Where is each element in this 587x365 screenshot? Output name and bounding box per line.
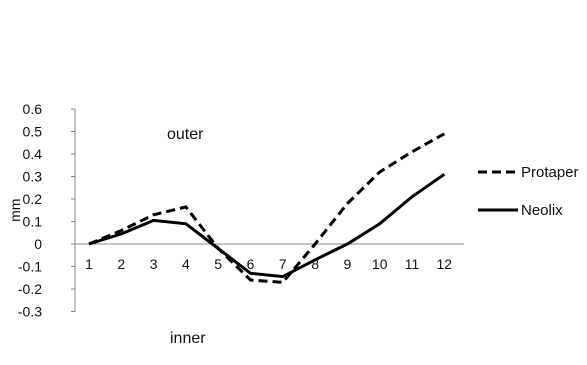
x-tick-label: 8 [311,256,319,272]
x-tick-label: 10 [372,256,388,272]
x-tick-label: 6 [247,256,255,272]
x-tick-label: 9 [344,256,352,272]
y-tick-label: 0 [34,236,42,252]
series-line-neolix [88,173,446,279]
y-tick-label: -0.3 [18,304,42,320]
y-axis: 0.6 0.5 0.4 0.3 0.2 0.1 0 -0.1 -0.2 -0.3 [18,101,76,320]
x-tick-label: 3 [150,256,158,272]
x-tick-label: 5 [214,256,222,272]
y-axis-label: mm [7,199,23,222]
y-tick-label: 0.4 [23,146,43,162]
x-tick-label: 4 [182,256,190,272]
series-lines [88,132,446,284]
annotation-outer: outer [167,126,204,143]
x-tick-label: 12 [437,256,453,272]
y-tick-label: 0.5 [23,124,43,140]
y-tick-label: 0.1 [23,214,43,230]
x-tick-label: 11 [405,256,420,272]
y-tick-label: 0.6 [23,101,43,117]
annotation-inner: inner [170,330,206,347]
legend-label-neolix: Neolix [521,202,563,219]
x-axis: 1 2 3 4 5 6 7 8 9 10 11 12 [75,243,464,272]
series-line-protaper [88,132,446,284]
y-tick-label: -0.2 [18,281,42,297]
x-tick-label: 7 [279,256,287,272]
y-tick-label: 0.2 [23,191,43,207]
legend-label-protaper: Protaper [521,164,579,181]
legend: Protaper Neolix [478,164,579,219]
x-tick-label: 1 [85,256,93,272]
x-tick-label: 2 [117,256,125,272]
y-tick-label: 0.3 [23,169,43,185]
y-tick-label: -0.1 [18,259,42,275]
